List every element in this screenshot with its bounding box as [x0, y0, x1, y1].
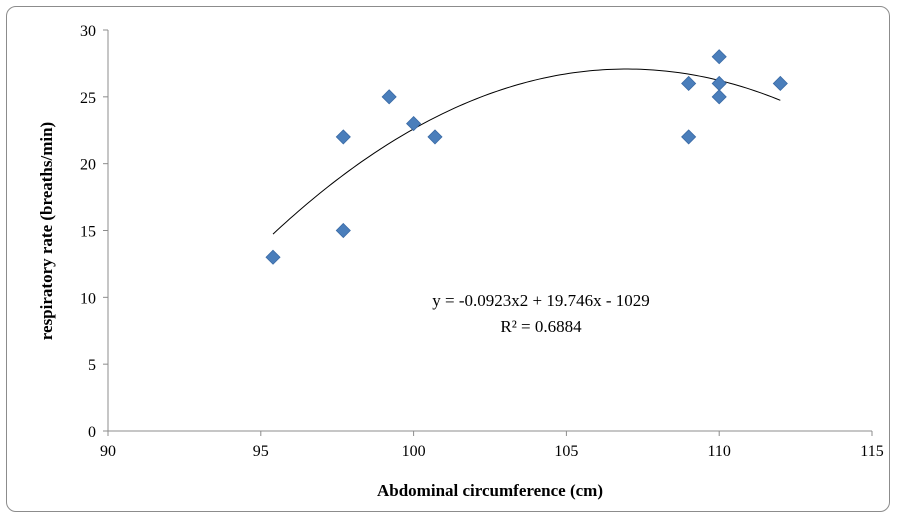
x-tick-label: 100: [402, 443, 426, 460]
y-tick-label: 0: [88, 424, 96, 441]
x-tick-label: 90: [100, 443, 116, 460]
chart-frame: [6, 6, 890, 512]
data-point-diamond: [335, 129, 351, 145]
y-tick-label: 5: [88, 357, 96, 374]
data-point-diamond: [681, 129, 697, 145]
data-point-diamond: [265, 249, 281, 265]
x-tick-label: 110: [707, 443, 730, 460]
data-point-diamond: [711, 89, 727, 105]
data-point-diamond: [681, 75, 697, 92]
data-point-diamond: [381, 89, 397, 105]
trendline-equation: y = -0.0923x2 + 19.746x - 1029: [432, 291, 650, 310]
x-tick-label: 95: [253, 443, 269, 460]
y-tick-label: 20: [80, 157, 96, 174]
y-tick-label: 15: [80, 224, 96, 241]
data-point-diamond: [335, 222, 351, 239]
x-tick-label: 105: [554, 443, 578, 460]
data-point-diamond: [427, 129, 443, 145]
y-axis-title: respiratory rate (breaths/min): [37, 122, 56, 340]
y-tick-label: 30: [80, 23, 96, 40]
data-point-diamond: [406, 116, 422, 132]
data-points: [265, 49, 788, 265]
axes: [107, 30, 872, 432]
data-point-diamond: [772, 75, 788, 92]
trendline-r-squared: R² = 0.6884: [500, 317, 582, 336]
trendline: [272, 68, 781, 235]
x-tick-label: 115: [860, 443, 883, 460]
y-tick-label: 25: [80, 90, 96, 107]
x-axis-title: Abdominal circumference (cm): [377, 481, 603, 500]
y-tick-label: 10: [80, 290, 96, 307]
y-axis-ticks: 0 5 10 15 20 25 30: [80, 23, 108, 441]
data-point-diamond: [711, 49, 727, 65]
data-point-diamond: [711, 75, 727, 92]
x-axis-ticks: 90 95 100 105 110 115: [100, 431, 884, 460]
